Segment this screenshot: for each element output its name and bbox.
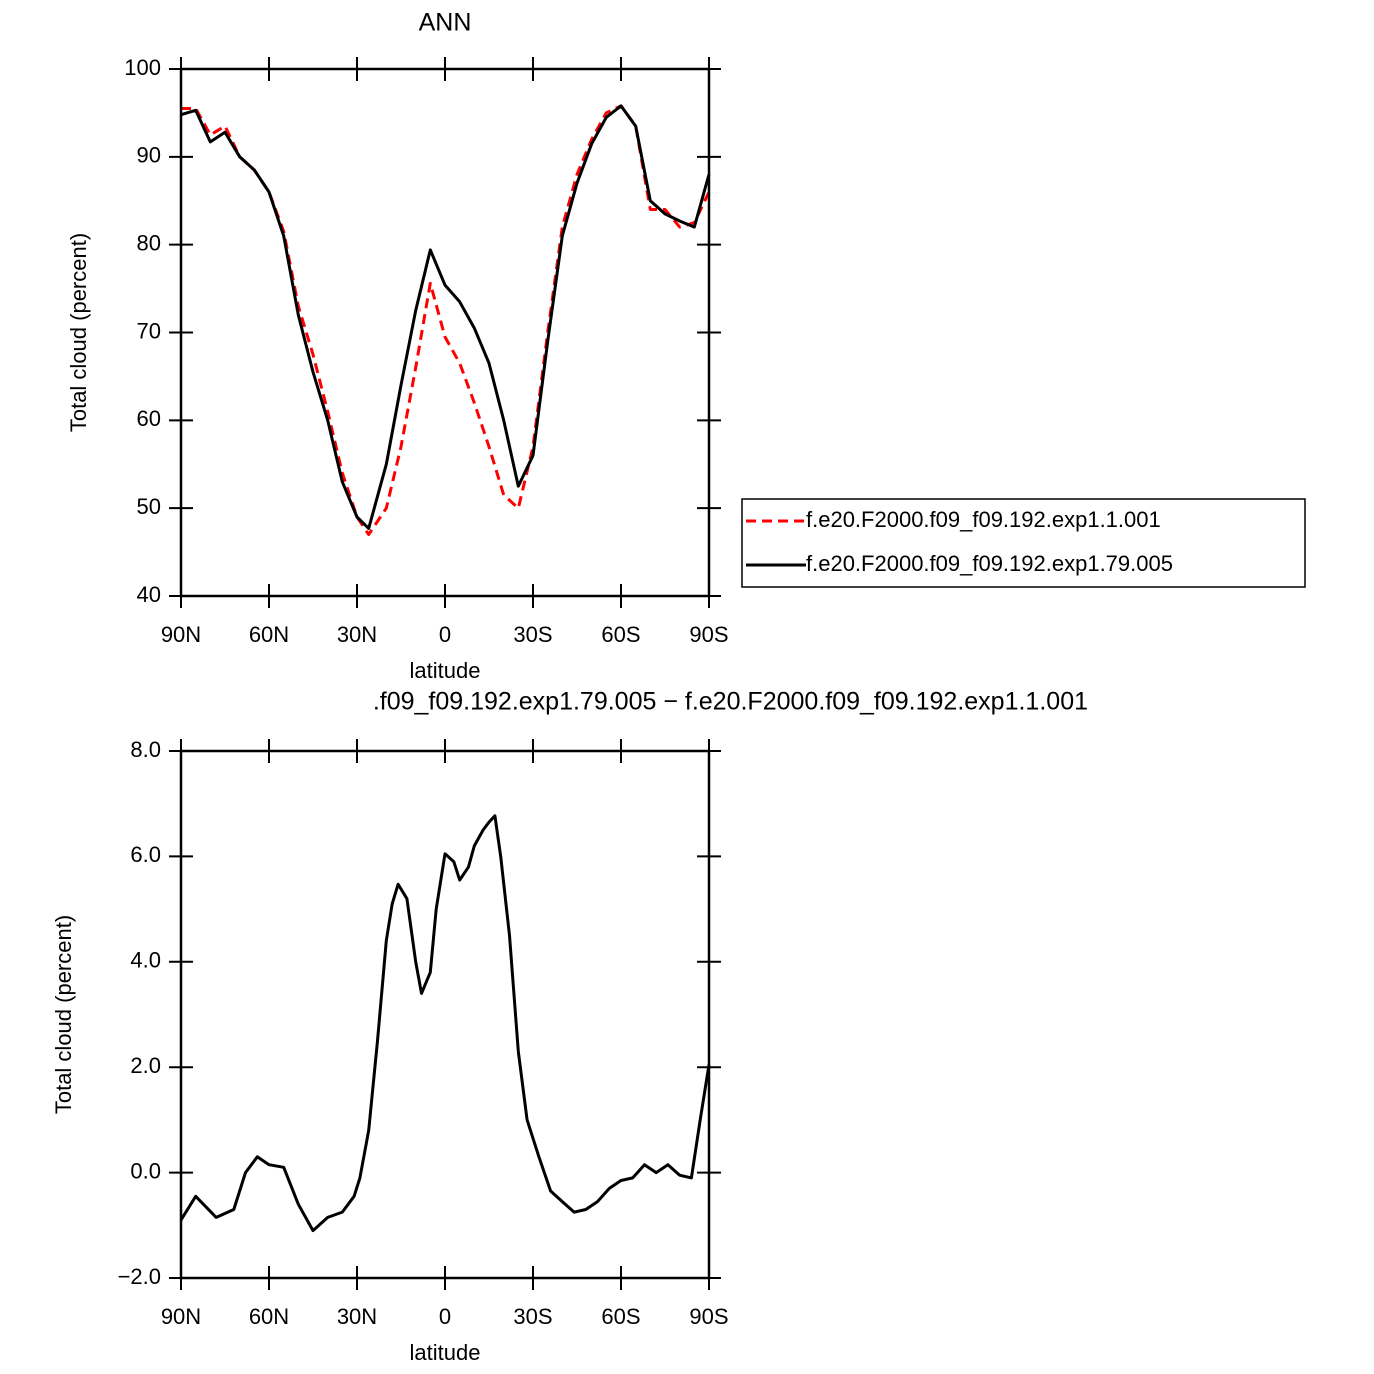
y-tick-label: 6.0 <box>130 842 161 867</box>
x-tick-label: 30S <box>513 1304 552 1329</box>
legend-label: f.e20.F2000.f09_f09.192.exp1.1.001 <box>806 507 1161 532</box>
y-tick-label: 50 <box>137 494 161 519</box>
y-tick-label: 4.0 <box>130 948 161 973</box>
x-tick-label: 90N <box>161 1304 201 1329</box>
x-tick-label: 30N <box>337 1304 377 1329</box>
y-axis-label: Total cloud (percent) <box>66 233 91 432</box>
data-line <box>180 104 711 530</box>
x-tick-label: 0 <box>439 622 451 647</box>
x-tick-label: 90S <box>689 622 728 647</box>
y-tick-label: 80 <box>137 230 161 255</box>
x-tick-label: 60S <box>601 1304 640 1329</box>
data-line <box>181 104 711 536</box>
x-tick-label: 60N <box>249 622 289 647</box>
legend-label: f.e20.F2000.f09_f09.192.exp1.79.005 <box>806 551 1173 576</box>
y-axis-label: Total cloud (percent) <box>51 915 76 1114</box>
y-tick-label: −2.0 <box>118 1264 161 1289</box>
x-axis-label: latitude <box>410 658 481 683</box>
y-tick-label: 2.0 <box>130 1053 161 1078</box>
chart-title: ANN <box>419 9 472 37</box>
legend-box <box>741 498 1306 588</box>
x-tick-label: 30S <box>513 622 552 647</box>
plot-frame <box>179 67 711 598</box>
chart-title: .f09_f09.192.exp1.79.005 − f.e20.F2000.f… <box>373 688 1088 716</box>
x-tick-label: 0 <box>439 1304 451 1329</box>
x-tick-label: 90S <box>689 1304 728 1329</box>
y-tick-label: 90 <box>137 143 161 168</box>
y-tick-label: 70 <box>137 318 161 343</box>
y-tick-label: 40 <box>137 582 161 607</box>
x-tick-label: 90N <box>161 622 201 647</box>
y-tick-label: 100 <box>124 55 161 80</box>
x-axis-label: latitude <box>410 1340 481 1365</box>
y-tick-label: 0.0 <box>130 1158 161 1183</box>
x-tick-label: 30N <box>337 622 377 647</box>
x-tick-label: 60N <box>249 1304 289 1329</box>
data-line <box>179 814 711 1233</box>
plot-frame <box>179 749 711 1280</box>
y-tick-label: 8.0 <box>130 737 161 762</box>
x-tick-label: 60S <box>601 622 640 647</box>
y-tick-label: 60 <box>137 406 161 431</box>
